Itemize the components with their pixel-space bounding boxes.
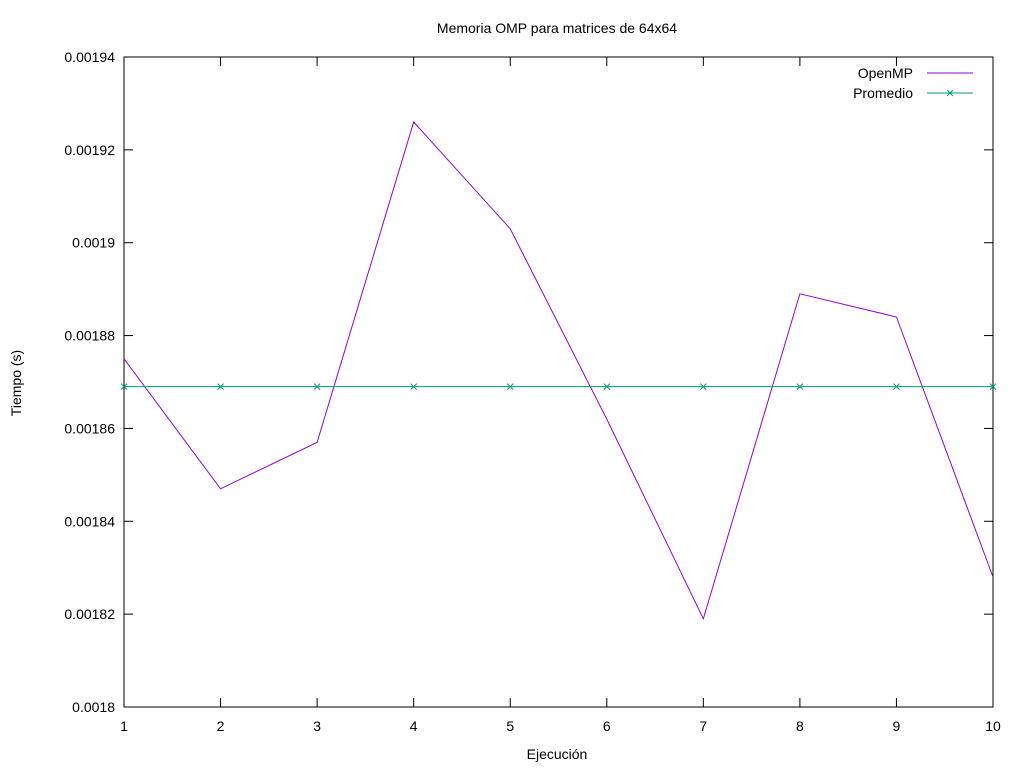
legend: OpenMP Promedio [853, 65, 973, 101]
legend-marker-promedio [946, 89, 954, 97]
x-tick-label: 5 [506, 718, 514, 734]
x-tick-label: 10 [985, 718, 1001, 734]
y-tick-label: 0.00194 [64, 49, 115, 65]
x-tick-label: 4 [410, 718, 418, 734]
data-point-marker-promedio [989, 383, 997, 390]
data-point-marker-promedio [796, 383, 804, 390]
plot-border [123, 56, 994, 708]
x-tick-label: 2 [217, 718, 225, 734]
y-tick-label: 0.0019 [72, 235, 115, 251]
legend-label-promedio: Promedio [853, 85, 913, 101]
data-point-marker-promedio [217, 383, 224, 390]
data-point-marker-promedio [506, 383, 514, 390]
y-tick-labels: 0.0018 0.00182 0.00184 0.00186 0.00188 0.0019… [64, 49, 115, 715]
data-point-marker-promedio [410, 383, 418, 390]
x-tick-label: 6 [603, 718, 611, 734]
series-line-openmp [123, 121, 994, 621]
y-tick-label: 0.00188 [64, 328, 115, 344]
data-point-marker-promedio [120, 383, 128, 390]
x-axis-label: Ejecución [527, 746, 588, 762]
data-point-marker-promedio [313, 383, 321, 390]
x-tick-label: 7 [699, 718, 707, 734]
x-tick-labels: 1 2 3 4 5 6 7 8 9 10 [120, 718, 1001, 734]
chart-title: Memoria OMP para matrices de 64x64 [437, 20, 677, 36]
x-tick-label: 3 [313, 718, 321, 734]
x-tick-label: 8 [796, 718, 804, 734]
tick-marks [124, 57, 993, 707]
y-tick-label: 0.00184 [64, 513, 115, 529]
data-point-marker-promedio [603, 383, 611, 390]
legend-label-openmp: OpenMP [858, 65, 913, 81]
data-point-marker-promedio [699, 383, 707, 390]
y-tick-label: 0.00192 [64, 142, 115, 158]
data-point-marker-promedio [893, 383, 900, 390]
x-tick-label: 9 [893, 718, 901, 734]
series-layer [120, 121, 997, 621]
y-tick-label: 0.0018 [72, 699, 115, 715]
y-tick-label: 0.00186 [64, 420, 115, 436]
y-tick-label: 0.00182 [64, 606, 115, 622]
y-axis-label: Tiempo (s) [8, 350, 24, 416]
x-tick-label: 1 [120, 718, 128, 734]
